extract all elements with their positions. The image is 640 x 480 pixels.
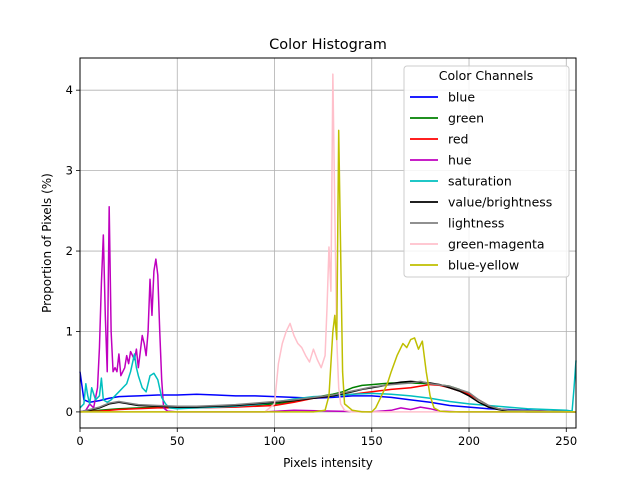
series-line-lightness — [79, 380, 577, 413]
y-axis-label: Proportion of Pixels (%) — [40, 173, 54, 313]
y-tick-label: 1 — [66, 324, 73, 338]
x-axis-label: Pixels intensity — [283, 456, 373, 470]
x-tick-label: 150 — [361, 434, 383, 448]
chart-title: Color Histogram — [269, 37, 387, 53]
series-line-saturation — [79, 353, 577, 412]
y-tick-label: 2 — [66, 244, 73, 258]
legend-label-saturation: saturation — [448, 174, 512, 189]
y-axis-ticks: 0 1 2 3 4 — [66, 83, 80, 419]
x-tick-label: 100 — [264, 434, 286, 448]
x-tick-label: 50 — [170, 434, 185, 448]
series-line-green-magenta — [80, 73, 576, 413]
series-line-blue — [79, 371, 577, 413]
series-line-hue — [79, 206, 576, 413]
y-tick-label: 3 — [66, 164, 73, 178]
x-tick-label: 0 — [76, 434, 83, 448]
legend-label-green: green — [448, 111, 484, 126]
legend-label-blue-yellow: blue-yellow — [448, 258, 519, 273]
y-tick-label: 4 — [66, 83, 73, 97]
x-tick-label: 250 — [555, 434, 577, 448]
legend-label-value-brightness: value/brightness — [448, 195, 552, 210]
y-tick-label: 0 — [66, 405, 73, 419]
legend: Color Channels blue green red hue saturation… — [403, 65, 570, 278]
legend-label-lightness: lightness — [448, 216, 504, 231]
plot-frame — [79, 57, 577, 429]
legend-items: blue green red hue saturation value/brightnes… — [410, 90, 552, 273]
legend-label-green-magenta: green-magenta — [448, 237, 545, 252]
legend-label-blue: blue — [448, 90, 475, 105]
legend-label-red: red — [448, 132, 469, 147]
legend-title: Color Channels — [439, 68, 533, 83]
legend-box — [403, 65, 570, 278]
series-line-blue-yellow — [80, 129, 576, 413]
x-tick-label: 200 — [458, 434, 480, 448]
series-lines — [79, 73, 577, 413]
x-axis-ticks: 0 50 100 150 200 250 — [76, 428, 577, 448]
legend-label-hue: hue — [448, 153, 472, 168]
